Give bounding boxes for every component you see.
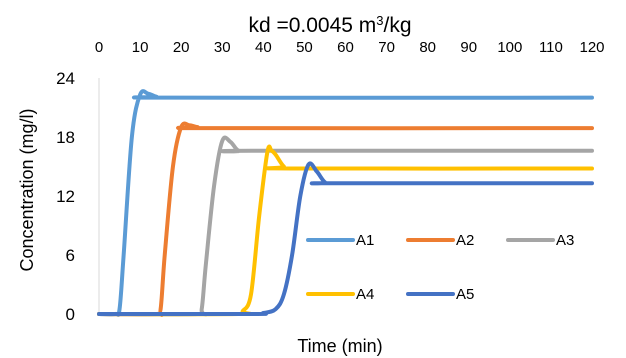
y-tick-label: 0	[66, 305, 75, 324]
legend-label: A5	[456, 286, 474, 303]
y-tick-label: 12	[56, 187, 75, 206]
x-tick-label: 20	[173, 39, 190, 56]
series-line-a5	[97, 161, 594, 317]
x-tick-label: 90	[460, 39, 477, 56]
x-tick-label: 80	[419, 39, 436, 56]
x-tick-label: 120	[579, 39, 604, 56]
x-tick-label: 10	[132, 39, 149, 56]
legend-label: A2	[456, 232, 474, 249]
series-line-a1	[97, 89, 594, 317]
x-tick-label: 100	[497, 39, 522, 56]
x-tick-label: 30	[214, 39, 231, 56]
series-lines	[97, 89, 594, 317]
legend-label: A3	[556, 232, 574, 249]
x-tick-label: 110	[539, 39, 563, 56]
legend: A1 A2 A3 A4 A5	[306, 232, 574, 303]
chart-title: kd =0.0045 m3/kg	[248, 13, 411, 38]
x-tick-label: 50	[296, 39, 313, 56]
x-tick-label: 70	[378, 39, 395, 56]
legend-label: A1	[356, 232, 374, 249]
legend-label: A4	[356, 286, 374, 303]
x-tick-label: 60	[337, 39, 354, 56]
y-tick-label: 6	[66, 246, 75, 265]
y-tick-label: 18	[56, 128, 75, 147]
y-tick-label: 24	[56, 69, 75, 88]
x-axis-ticks: 0 10 20 30 40 50 60 70 80 90 100 110 120	[95, 39, 605, 56]
y-axis-ticks: 0 6 12 18 24	[56, 69, 75, 324]
x-axis-label: Time (min)	[297, 336, 382, 356]
y-axis-label: Concentration (mg/l)	[17, 108, 37, 271]
x-tick-label: 0	[95, 39, 103, 56]
x-tick-label: 40	[255, 39, 272, 56]
